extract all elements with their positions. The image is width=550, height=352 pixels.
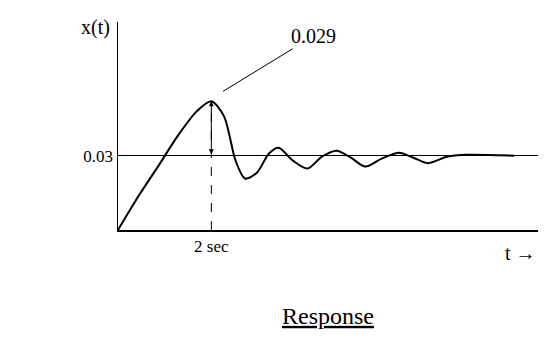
svg-text:x(t): x(t) xyxy=(81,16,110,39)
svg-text:0.029: 0.029 xyxy=(291,25,336,47)
svg-text:2 sec: 2 sec xyxy=(194,237,229,256)
svg-text:t →: t → xyxy=(505,242,536,264)
svg-text:0.03: 0.03 xyxy=(83,147,113,166)
svg-text:Response: Response xyxy=(282,303,374,329)
